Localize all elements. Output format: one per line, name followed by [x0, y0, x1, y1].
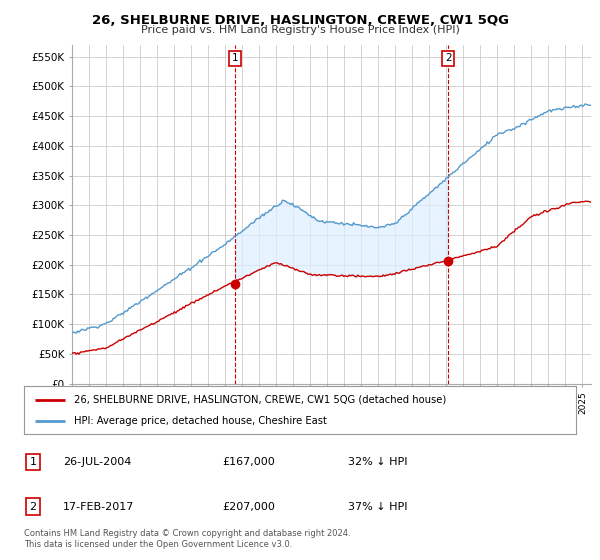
Text: 26, SHELBURNE DRIVE, HASLINGTON, CREWE, CW1 5QG: 26, SHELBURNE DRIVE, HASLINGTON, CREWE, … [91, 14, 509, 27]
Text: 1: 1 [232, 53, 238, 63]
Text: £167,000: £167,000 [222, 457, 275, 467]
Text: 26, SHELBURNE DRIVE, HASLINGTON, CREWE, CW1 5QG (detached house): 26, SHELBURNE DRIVE, HASLINGTON, CREWE, … [74, 395, 446, 405]
Text: HPI: Average price, detached house, Cheshire East: HPI: Average price, detached house, Ches… [74, 416, 326, 426]
Text: 2: 2 [445, 53, 452, 63]
Text: 32% ↓ HPI: 32% ↓ HPI [348, 457, 407, 467]
Text: 17-FEB-2017: 17-FEB-2017 [63, 502, 134, 512]
Text: £207,000: £207,000 [222, 502, 275, 512]
Text: Contains HM Land Registry data © Crown copyright and database right 2024.
This d: Contains HM Land Registry data © Crown c… [24, 529, 350, 549]
Text: 1: 1 [29, 457, 37, 467]
Text: 26-JUL-2004: 26-JUL-2004 [63, 457, 131, 467]
Text: 37% ↓ HPI: 37% ↓ HPI [348, 502, 407, 512]
Text: 2: 2 [29, 502, 37, 512]
Text: Price paid vs. HM Land Registry's House Price Index (HPI): Price paid vs. HM Land Registry's House … [140, 25, 460, 35]
